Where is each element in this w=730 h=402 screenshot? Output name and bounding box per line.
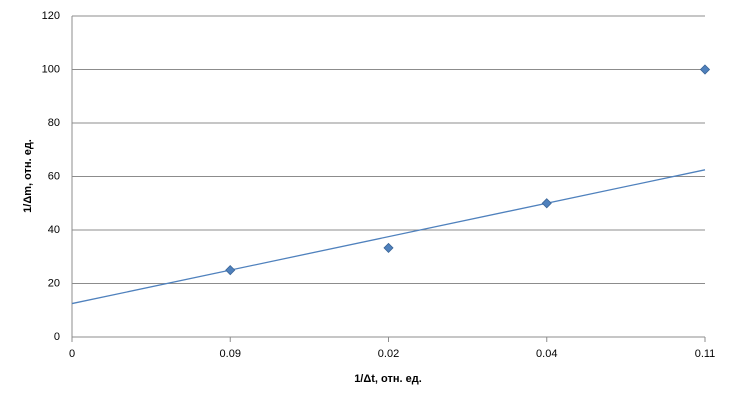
- x-tick-label: 0: [69, 348, 75, 360]
- y-tick-label: 100: [42, 63, 60, 75]
- y-tick-label: 40: [48, 224, 60, 236]
- marker: [699, 64, 711, 75]
- x-tick-label: 0.11: [695, 348, 716, 360]
- marker: [541, 198, 552, 209]
- y-tick-label: 0: [54, 331, 60, 343]
- y-tick-label: 20: [48, 277, 60, 289]
- marker: [225, 265, 236, 276]
- trendline: [71, 169, 706, 305]
- x-tick-label: 0.04: [536, 348, 557, 360]
- marker: [383, 242, 394, 253]
- y-tick-label: 80: [48, 117, 60, 129]
- y-tick-label: 60: [48, 170, 60, 182]
- y-tick-label: 120: [42, 10, 60, 22]
- x-tick-label: 0.02: [378, 348, 399, 360]
- y-axis-title: 1/Δm, отн. ед.: [22, 139, 34, 213]
- x-axis-title: 1/Δt, отн. ед.: [354, 373, 422, 385]
- x-tick-label: 0.09: [220, 348, 241, 360]
